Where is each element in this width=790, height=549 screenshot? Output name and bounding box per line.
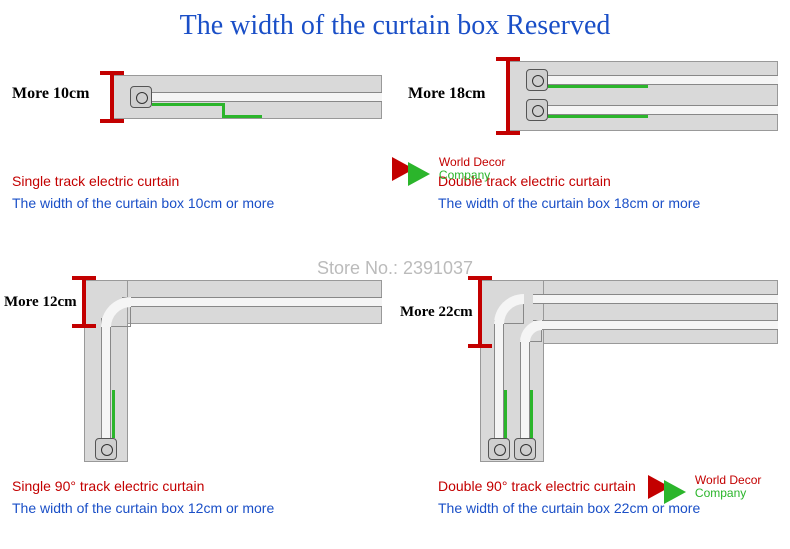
brand-logo: World Decor Company xyxy=(648,470,778,504)
logo-line2: Company xyxy=(439,168,490,182)
rail xyxy=(152,92,382,102)
logo-line2: Company xyxy=(695,486,746,500)
logo-text: World Decor Company xyxy=(695,474,761,500)
measure-cap xyxy=(100,71,124,75)
logo-text: World Decor Company xyxy=(439,156,505,182)
caption: Single 90° track electric curtain xyxy=(12,478,204,494)
measure-vertical xyxy=(478,276,482,348)
rail xyxy=(548,75,778,85)
measure-cap xyxy=(468,344,492,348)
measure-label: More 22cm xyxy=(400,304,473,321)
rail-v xyxy=(494,320,504,438)
triangle-green-icon xyxy=(408,162,430,186)
page-title: The width of the curtain box Reserved xyxy=(0,10,790,42)
measure-label: More 10cm xyxy=(12,85,89,103)
rail-h xyxy=(533,294,778,304)
wire xyxy=(504,390,507,438)
measure-cap xyxy=(72,324,96,328)
wire xyxy=(548,115,648,118)
rail-h xyxy=(533,320,778,330)
caption: Double 90° track electric curtain xyxy=(438,478,636,494)
wire xyxy=(548,85,648,88)
rail-v xyxy=(520,340,530,438)
measure-label: More 12cm xyxy=(4,294,77,311)
rail-v xyxy=(101,318,111,438)
wire xyxy=(222,115,262,118)
measure-vertical xyxy=(82,276,86,328)
wire xyxy=(530,390,533,438)
wire xyxy=(112,390,115,438)
motor-icon xyxy=(488,438,510,460)
panel-single-straight: More 10cm Single track electric curtain … xyxy=(12,55,382,285)
panel-single-l: More 12cm Single 90° track electric curt… xyxy=(12,280,382,535)
motor-icon xyxy=(514,438,536,460)
measure-label: More 18cm xyxy=(408,85,485,103)
brand-logo: World Decor Company xyxy=(392,152,522,186)
subcaption: The width of the curtain box 10cm or mor… xyxy=(12,195,274,211)
wire xyxy=(152,103,222,106)
motor-icon xyxy=(526,99,548,121)
rail-h xyxy=(122,297,382,307)
motor-icon xyxy=(95,438,117,460)
triangle-green-icon xyxy=(664,480,686,504)
subcaption: The width of the curtain box 18cm or mor… xyxy=(438,195,700,211)
watermark-store-number: Store No.: 2391037 xyxy=(0,258,790,279)
logo-line1: World Decor xyxy=(439,155,505,169)
subcaption: The width of the curtain box 12cm or mor… xyxy=(12,500,274,516)
caption: Single track electric curtain xyxy=(12,173,179,189)
measure-vertical xyxy=(506,57,510,135)
logo-line1: World Decor xyxy=(695,473,761,487)
measure-cap xyxy=(496,57,520,61)
motor-icon xyxy=(526,69,548,91)
curtain-box xyxy=(508,61,778,131)
measure-cap xyxy=(100,119,124,123)
motor-icon xyxy=(130,86,152,108)
rail xyxy=(548,105,778,115)
measure-vertical xyxy=(110,71,114,123)
wire xyxy=(222,103,225,115)
measure-cap xyxy=(496,131,520,135)
